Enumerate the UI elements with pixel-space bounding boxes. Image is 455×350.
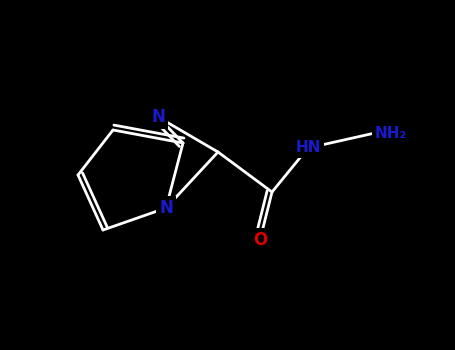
Text: NH₂: NH₂ [375, 126, 407, 140]
Text: HN: HN [295, 140, 321, 155]
Text: N: N [151, 108, 165, 126]
Text: O: O [253, 231, 267, 249]
Text: N: N [159, 199, 173, 217]
